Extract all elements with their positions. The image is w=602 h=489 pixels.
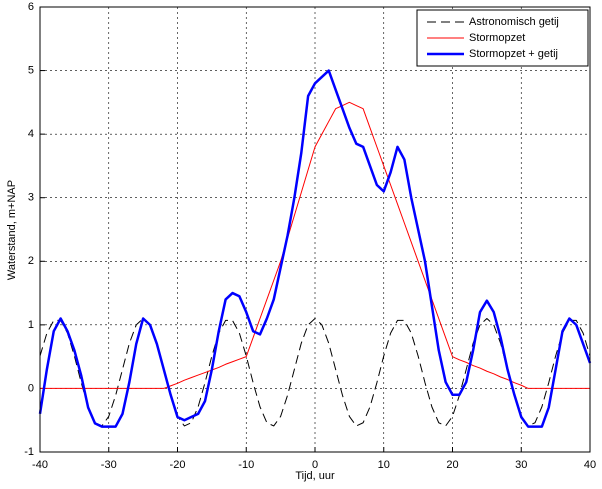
axes-box bbox=[39, 6, 591, 453]
x-tick-label: 20 bbox=[446, 459, 458, 471]
series-line bbox=[40, 101, 590, 389]
x-tick-label: 10 bbox=[378, 459, 390, 471]
series-line bbox=[39, 318, 591, 427]
x-tick-label: 40 bbox=[584, 459, 596, 471]
x-axis-label: Tijd, uur bbox=[295, 470, 335, 482]
x-tick-label: -20 bbox=[170, 459, 186, 471]
x-tick-label: -30 bbox=[101, 459, 117, 471]
y-axis-label: Waterstand, m+NAP bbox=[6, 180, 18, 280]
y-tick-label: 3 bbox=[28, 192, 34, 204]
legend-label: Stormopzet bbox=[469, 32, 525, 44]
legend-label: Astronomisch getij bbox=[469, 16, 559, 28]
y-tick-label: 5 bbox=[28, 64, 34, 76]
series-line bbox=[38, 69, 592, 428]
y-tick-label: 1 bbox=[28, 319, 34, 331]
y-tick-label: 0 bbox=[28, 382, 34, 394]
y-tick-label: 6 bbox=[28, 1, 34, 13]
x-tick-label: -40 bbox=[32, 459, 48, 471]
y-tick-label: 4 bbox=[28, 128, 34, 140]
x-tick-label: 0 bbox=[312, 459, 318, 471]
y-tick-label: -1 bbox=[24, 446, 34, 458]
y-tick-label: 2 bbox=[28, 255, 34, 267]
x-tick-label: 30 bbox=[515, 459, 527, 471]
x-tick-label: -10 bbox=[238, 459, 254, 471]
legend-label: Stormopzet + getij bbox=[469, 48, 558, 60]
